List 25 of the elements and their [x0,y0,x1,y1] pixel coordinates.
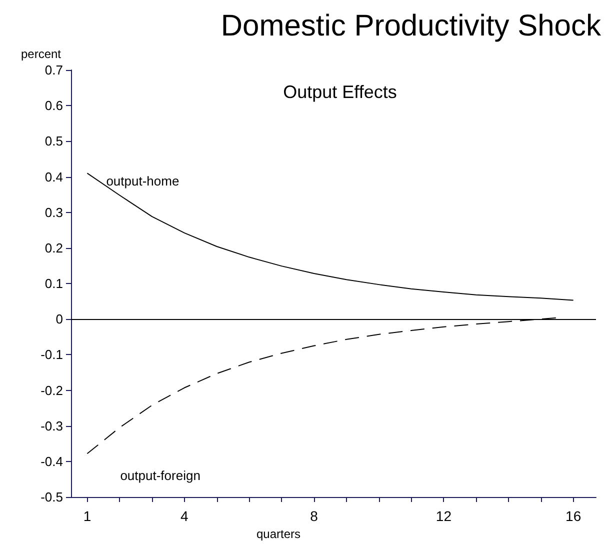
y-tick-label: 0.6 [44,98,63,114]
x-tick-label: 4 [180,508,189,524]
x-tick-label: 16 [566,508,582,524]
x-tick-label: 1 [83,508,92,524]
y-tick-label: 0.1 [44,276,63,291]
y-tick-label: 0 [56,312,63,327]
y-tick-label: -0.4 [40,454,63,469]
y-tick-label: 0.5 [44,134,63,149]
y-tick-label: 0.4 [44,169,63,184]
line-series [86,172,574,301]
text: output-foreign [120,468,200,484]
chart-title: Domestic Productivity Shock [220,10,602,42]
x-axis-title: quarters [256,526,301,541]
y-tick-label: -0.3 [40,418,63,434]
series-label: output-home [106,174,180,189]
y-tick-label: -0.1 [40,347,63,362]
y-tick-label: -0.5 [40,490,63,504]
x-tick-label: 8 [310,508,318,524]
y-tick-label: 0.7 [44,62,63,78]
text: Output Effects [283,82,397,102]
y-tick-label: -0.2 [40,382,63,398]
y-axis-title: percent [20,47,62,61]
y-tick-label: 0.2 [44,240,63,256]
x-tick-label: 12 [436,508,452,524]
y-tick-label: 0.3 [44,204,63,220]
